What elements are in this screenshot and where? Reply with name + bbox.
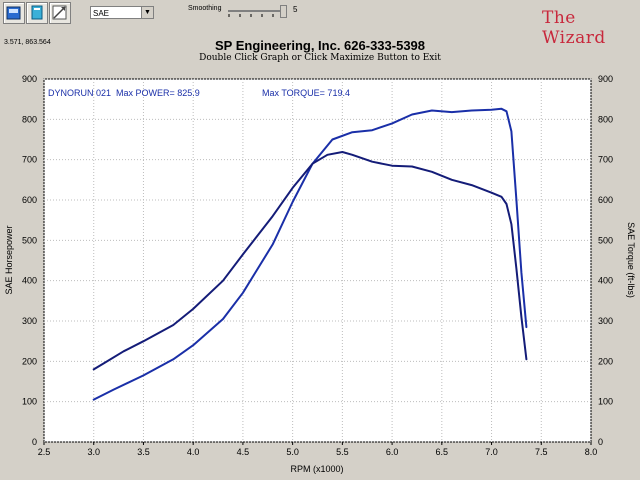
y-tick-label-left: 500 [22,235,37,245]
tick-layer: 2.5 3.0 3.5 4.0 4.5 5.0 5.5 6.0 6.5 7.0 7.5 8.00 010… [22,74,613,457]
x-tick-label: 3.5 [137,447,150,457]
x-tick-label: 5.5 [336,447,349,457]
y-tick-label-right: 900 [598,74,613,84]
x-tick-label: 8.0 [585,447,598,457]
x-tick-label: 6.0 [386,447,399,457]
y-tick-label-left: 600 [22,195,37,205]
mode-select-value: SAE [93,9,110,18]
y-tick-label-right: 200 [598,356,613,366]
y-tick-label-right: 400 [598,276,613,286]
y-axis-label-left: SAE Horsepower [4,225,14,294]
chart-subtitle: Double Click Graph or Click Maximize But… [199,53,441,63]
plot-area[interactable] [43,78,592,443]
x-tick-label: 7.5 [535,447,548,457]
logo: The Wizard [542,8,606,48]
series-layer [92,107,528,401]
y-tick-label-right: 100 [598,397,613,407]
smoothing-slider-thumb[interactable] [280,5,287,18]
y-tick-label-right: 600 [598,195,613,205]
x-tick-label: 4.5 [237,447,250,457]
y-tick-label-right: 700 [598,155,613,165]
x-tick-label: 5.0 [286,447,299,457]
y-tick-label-left: 0 [32,437,37,447]
series-line-2 [92,151,528,371]
smoothing-slider[interactable] [228,10,286,12]
y-tick-label-left: 400 [22,276,37,286]
y-tick-label-left: 900 [22,74,37,84]
y-tick-label-left: 200 [22,356,37,366]
y-axis-label-right: SAE Torque (ft-lbs) [626,222,636,298]
toolbar: SAE ▼ Smoothing 5 The Wizard [0,0,640,48]
chevron-down-icon[interactable]: ▼ [141,7,153,18]
x-tick-label: 7.0 [485,447,498,457]
annotation-max-torque: Max TORQUE= 719.4 [262,88,350,98]
copy-icon[interactable] [26,2,48,24]
smoothing-value: 5 [293,5,298,14]
y-tick-label-right: 300 [598,316,613,326]
y-tick-label-left: 300 [22,316,37,326]
y-tick-label-right: 0 [598,437,603,447]
y-tick-label-right: 800 [598,114,613,124]
series-line-1 [92,107,528,401]
x-tick-label: 2.5 [38,447,51,457]
y-tick-label-left: 800 [22,114,37,124]
y-tick-label-left: 100 [22,397,37,407]
print-icon[interactable] [3,2,25,24]
mode-select[interactable]: SAE ▼ [90,6,154,19]
smoothing-label: Smoothing [188,5,222,12]
x-tick-label: 3.0 [87,447,100,457]
annotation-run: DYNORUN 021 [48,88,111,98]
y-tick-label-left: 700 [22,155,37,165]
x-axis-label: RPM (x1000) [290,464,343,474]
x-tick-label: 6.5 [436,447,449,457]
y-tick-label-right: 500 [598,235,613,245]
zoom-icon[interactable] [49,2,71,24]
chart-title: SP Engineering, Inc. 626-333-5398 [214,38,426,53]
cursor-readout: 3.571, 863.564 [4,39,51,46]
x-tick-label: 4.0 [187,447,200,457]
annotation-max-power: Max POWER= 825.9 [116,88,200,98]
